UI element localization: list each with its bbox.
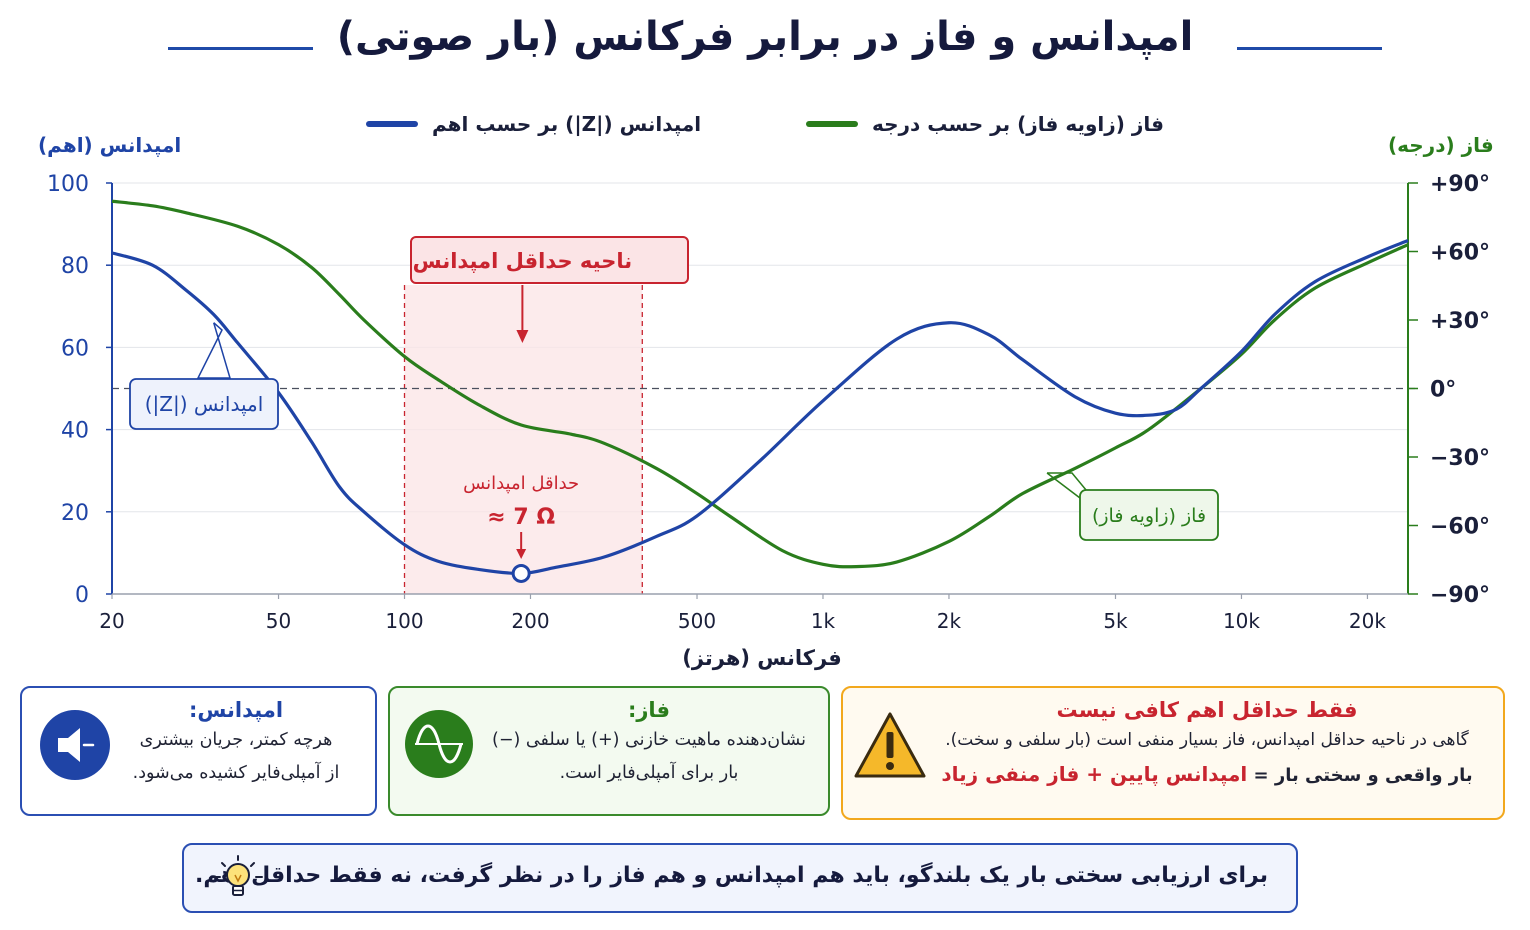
right-tick-label: +60°: [1430, 241, 1490, 266]
left-tick-label: 80: [61, 254, 89, 279]
impedance-callout-box: [129, 378, 279, 430]
right-tick-label: −90°: [1430, 583, 1490, 608]
right-tick-label: −60°: [1430, 515, 1490, 540]
page-title: امپدانس و فاز در برابر فرکانس (بار صوتی): [336, 14, 1194, 60]
left-axis-title: امپدانس (اهم): [38, 133, 182, 157]
right-tick-label: +90°: [1430, 172, 1490, 197]
impedance-card-line1: هرچه کمتر، جریان بیشتری: [139, 730, 333, 750]
min-marker-point: [511, 563, 531, 583]
x-tick-label: 20: [99, 609, 124, 633]
tip-bar: برای ارزیابی سختی بار یک بلندگو، باید هم…: [182, 843, 1298, 913]
x-tick-label: 50: [266, 609, 291, 633]
x-axis-title: فرکانس (هرتز): [682, 646, 842, 670]
right-axis-title: فاز (درجه): [1388, 133, 1494, 157]
highlight-arrow-head: [516, 330, 529, 343]
min-marker-label: حداقل امپدانس: [463, 473, 579, 494]
right-tick-label: 0°: [1430, 378, 1456, 403]
left-tick-label: 100: [47, 172, 89, 197]
impedance-callout-pointer: [196, 322, 232, 379]
speaker-icon: [40, 710, 110, 780]
lightbulb-icon: [210, 853, 266, 905]
legend-phase: فاز (زاویه فاز) بر حسب درجه: [806, 112, 1164, 136]
highlight-label-box: [410, 236, 689, 284]
phase-callout-label: فاز (زاویه فاز): [1092, 505, 1206, 527]
x-tick-label: 5k: [1103, 609, 1128, 633]
warning-card-line2-prefix: بار واقعی و سختی بار =: [1253, 765, 1473, 786]
x-tick-label: 10k: [1223, 609, 1260, 633]
x-tick-label: 2k: [937, 609, 962, 633]
left-tick-label: 0: [75, 583, 89, 608]
legend-impedance: امپدانس (|Z|) بر حسب اهم: [366, 112, 701, 136]
warning-icon: [853, 710, 927, 780]
tip-text: برای ارزیابی سختی بار یک بلندگو، باید هم…: [195, 863, 1268, 888]
phase-card-line2: بار برای آمپلی‌فایر است.: [559, 763, 739, 783]
impedance-card-title: امپدانس:: [188, 698, 284, 722]
title-line-left: [168, 47, 313, 50]
legend-impedance-swatch: [366, 121, 418, 127]
right-tick-label: −30°: [1430, 446, 1490, 471]
impedance-callout-label: امپدانس (|Z|): [145, 392, 264, 417]
warning-card-line2-highlight: امپدانس پایین + فاز منفی زیاد: [941, 762, 1248, 786]
phase-card-title: فاز:: [627, 698, 671, 722]
impedance-series-line: [111, 239, 1409, 576]
x-tick-label: 500: [678, 609, 716, 633]
highlight-label: ناحیه حداقل امپدانس: [413, 249, 632, 273]
warning-info-card: فقط حداقل اهم کافی نیست گاهی در ناحیه حد…: [841, 686, 1505, 820]
x-tick-label: 200: [511, 609, 549, 633]
min-marker-value: ≈ 7 Ω: [487, 505, 555, 530]
impedance-card-line2: از آمپلی‌فایر کشیده می‌شود.: [132, 763, 340, 783]
right-tick-label: +30°: [1430, 309, 1490, 334]
phase-info-card: فاز: نشان‌دهنده ماهیت خازنی (+) یا سلفی …: [388, 686, 830, 816]
title-line-right: [1237, 47, 1382, 50]
left-tick-label: 20: [61, 501, 89, 526]
min-marker-arrow-head: [516, 549, 527, 559]
warning-card-line2: بار واقعی و سختی بار = امپدانس پایین + ف…: [927, 759, 1487, 791]
left-tick-label: 60: [61, 336, 89, 361]
warning-card-line1: گاهی در ناحیه حداقل امپدانس، فاز بسیار م…: [945, 730, 1469, 750]
phase-callout-box: [1079, 489, 1219, 541]
left-tick-label: 40: [61, 419, 89, 444]
legend-phase-swatch: [806, 121, 858, 127]
legend-phase-label: فاز (زاویه فاز) بر حسب درجه: [872, 112, 1164, 136]
x-tick-label: 20k: [1349, 609, 1386, 633]
impedance-phase-chart: ناحیه حداقل امپدانس 0 20 40 60 80 100 −90° −60° −…: [47, 172, 1490, 670]
x-tick-label: 100: [385, 609, 423, 633]
legend-impedance-label: امپدانس (|Z|) بر حسب اهم: [432, 112, 702, 136]
x-tick-label: 1k: [811, 609, 836, 633]
sine-wave-icon: [405, 710, 473, 778]
phase-card-line1: نشان‌دهنده ماهیت خازنی (+) یا سلفی (−): [492, 730, 806, 750]
impedance-info-card: امپدانس: هرچه کمتر، جریان بیشتری از آمپل…: [20, 686, 377, 816]
warning-card-title: فقط حداقل اهم کافی نیست: [1056, 698, 1358, 722]
